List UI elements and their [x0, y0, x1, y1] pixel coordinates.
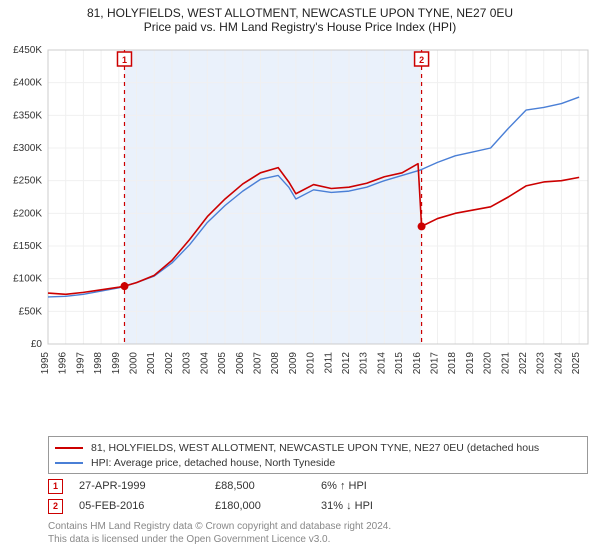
svg-text:£50K: £50K	[19, 306, 43, 317]
footer: Contains HM Land Registry data © Crown c…	[48, 520, 588, 546]
svg-text:2: 2	[419, 55, 424, 65]
svg-text:2015: 2015	[394, 352, 405, 375]
svg-text:2012: 2012	[341, 352, 352, 375]
event-row: 2 05-FEB-2016 £180,000 31% ↓ HPI	[48, 496, 588, 516]
svg-text:2025: 2025	[571, 352, 582, 375]
svg-text:2016: 2016	[412, 352, 423, 375]
legend-row-hpi: HPI: Average price, detached house, Nort…	[55, 455, 581, 470]
svg-text:£0: £0	[31, 339, 43, 350]
legend-label-hpi: HPI: Average price, detached house, Nort…	[91, 457, 335, 469]
svg-text:1995: 1995	[40, 352, 51, 375]
svg-text:£450K: £450K	[13, 45, 42, 56]
event-price: £88,500	[215, 480, 305, 492]
event-delta: 31% ↓ HPI	[321, 500, 373, 512]
svg-text:£300K: £300K	[13, 143, 42, 154]
svg-text:2000: 2000	[129, 352, 140, 375]
legend: 81, HOLYFIELDS, WEST ALLOTMENT, NEWCASTL…	[48, 436, 588, 474]
svg-text:2001: 2001	[146, 352, 157, 375]
price-chart: £0£50K£100K£150K£200K£250K£300K£350K£400…	[48, 46, 588, 394]
svg-text:2022: 2022	[518, 352, 529, 375]
svg-text:2017: 2017	[430, 352, 441, 375]
svg-text:2019: 2019	[465, 352, 476, 375]
svg-text:2007: 2007	[252, 352, 263, 375]
legend-label-property: 81, HOLYFIELDS, WEST ALLOTMENT, NEWCASTL…	[91, 442, 539, 454]
chart-container: 81, HOLYFIELDS, WEST ALLOTMENT, NEWCASTL…	[0, 0, 600, 560]
svg-text:2004: 2004	[199, 352, 210, 375]
legend-swatch-hpi	[55, 462, 83, 464]
title-line-1: 81, HOLYFIELDS, WEST ALLOTMENT, NEWCASTL…	[0, 6, 600, 20]
svg-text:£150K: £150K	[13, 241, 42, 252]
svg-text:£400K: £400K	[13, 78, 42, 89]
svg-text:2002: 2002	[164, 352, 175, 375]
svg-text:2018: 2018	[447, 352, 458, 375]
svg-text:£250K: £250K	[13, 176, 42, 187]
svg-text:£350K: £350K	[13, 110, 42, 121]
svg-text:2024: 2024	[553, 352, 564, 375]
svg-text:£200K: £200K	[13, 208, 42, 219]
svg-text:2008: 2008	[270, 352, 281, 375]
svg-text:1998: 1998	[93, 352, 104, 375]
title-line-2: Price paid vs. HM Land Registry's House …	[0, 20, 600, 34]
svg-text:2021: 2021	[500, 352, 511, 375]
svg-text:2020: 2020	[483, 352, 494, 375]
footer-line-2: This data is licensed under the Open Gov…	[48, 533, 588, 546]
svg-text:2006: 2006	[235, 352, 246, 375]
svg-text:1996: 1996	[58, 352, 69, 375]
svg-text:2013: 2013	[359, 352, 370, 375]
legend-swatch-property	[55, 447, 83, 449]
svg-text:2010: 2010	[306, 352, 317, 375]
svg-text:2014: 2014	[376, 352, 387, 375]
event-marker: 2	[48, 499, 63, 514]
event-row: 1 27-APR-1999 £88,500 6% ↑ HPI	[48, 476, 588, 496]
event-date: 27-APR-1999	[79, 480, 199, 492]
footer-line-1: Contains HM Land Registry data © Crown c…	[48, 520, 588, 533]
events-table: 1 27-APR-1999 £88,500 6% ↑ HPI 2 05-FEB-…	[48, 476, 588, 516]
svg-text:£100K: £100K	[13, 274, 42, 285]
svg-text:2003: 2003	[182, 352, 193, 375]
svg-text:1999: 1999	[111, 352, 122, 375]
svg-text:2005: 2005	[217, 352, 228, 375]
event-date: 05-FEB-2016	[79, 500, 199, 512]
svg-text:2009: 2009	[288, 352, 299, 375]
svg-text:1997: 1997	[75, 352, 86, 375]
event-price: £180,000	[215, 500, 305, 512]
event-delta: 6% ↑ HPI	[321, 480, 367, 492]
svg-text:1: 1	[122, 55, 127, 65]
svg-text:2023: 2023	[536, 352, 547, 375]
title-block: 81, HOLYFIELDS, WEST ALLOTMENT, NEWCASTL…	[0, 0, 600, 34]
legend-row-property: 81, HOLYFIELDS, WEST ALLOTMENT, NEWCASTL…	[55, 440, 581, 455]
svg-text:2011: 2011	[323, 352, 334, 374]
event-marker: 1	[48, 479, 63, 494]
